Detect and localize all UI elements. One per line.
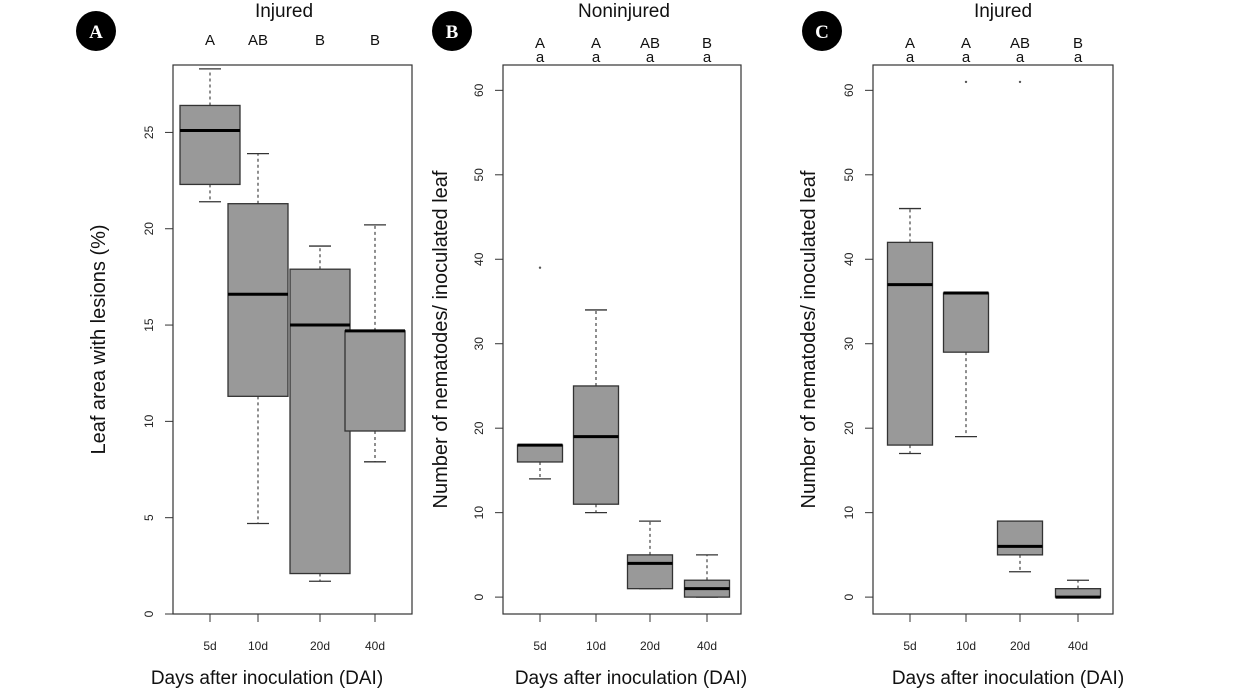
panel-A-xtick-label: 10d [248,639,268,653]
panel-B-frame [502,64,742,615]
panel-C-title: Injured [974,1,1032,22]
panel-A-xlabel: Days after inoculation (DAI) [151,668,383,689]
panel-A-frame [172,64,413,615]
panel-A-significance-letter: B [315,32,325,49]
panel-A-ytick-label: 15 [142,318,156,332]
panel-B-significance-letter: B [702,35,712,52]
panel-C-ytick-label: 0 [842,593,856,600]
panel-C-badge-label: C [815,22,829,43]
panel-C-xlabel: Days after inoculation (DAI) [892,668,1124,689]
panel-A-xtick-label: 40d [365,639,385,653]
panel-B-significance-letter: a [703,49,712,66]
panel-C-ylabel: Number of nematodes/ inoculated leaf [798,170,820,508]
panel-A-xtick-label: 20d [310,639,330,653]
panel-C-box-5d [886,241,934,446]
panel-C-badge [802,11,842,51]
panel-B-significance-letter: AB [640,35,660,52]
panel-C-significance-letter: a [1074,49,1083,66]
panel-A-significance-letter: A [205,32,215,49]
panel-C-xtick-label: 5d [903,639,916,653]
panel-C-outlier [1018,80,1022,84]
panel-C-xtick-label: 20d [1010,639,1030,653]
panel-B-title: Noninjured [578,1,670,22]
panel-B-xtick-label: 20d [640,639,660,653]
panel-B-significance-letter: a [592,49,601,66]
panel-B-xtick-label: 40d [697,639,717,653]
panel-A-title: Injured [255,1,313,22]
panel-C-ytick-label: 60 [842,83,856,97]
panel-C-xtick-label: 10d [956,639,976,653]
panel-A-ytick-label: 25 [142,125,156,139]
panel-A-ytick-label: 0 [142,610,156,617]
panel-C-outlier [964,80,968,84]
panel-B-ytick-label: 40 [472,252,486,266]
panel-C-significance-letter: a [906,49,915,66]
panel-B-badge-label: B [446,22,459,43]
panel-C-frame [872,64,1114,615]
panel-C-box-20d [996,520,1044,556]
panel-C-significance-letter: A [905,35,915,52]
panel-C-significance-letter: B [1073,35,1083,52]
panel-A-significance-letter: B [370,32,380,49]
panel-B-ylabel: Number of nematodes/ inoculated leaf [430,170,452,508]
panel-A-box-40d [344,330,406,432]
panel-B-xtick-label: 5d [533,639,546,653]
panel-C-significance-letter: A [961,35,971,52]
panel-C-box-10d [942,292,990,353]
panel-B-significance-letter: a [536,49,545,66]
panel-A-ylabel: Leaf area with lesions (%) [88,224,110,454]
panel-C-ytick-label: 30 [842,337,856,351]
panel-C-significance-letter: a [1016,49,1025,66]
panel-C-ytick-label: 50 [842,168,856,182]
panel-B-ytick-label: 20 [472,421,486,435]
panel-B-box-20d [626,554,674,590]
panel-A-significance-letter: AB [248,32,268,49]
panel-B-significance-letter: A [591,35,601,52]
panel-C-xtick-label: 40d [1068,639,1088,653]
panel-B-box-10d [572,385,620,505]
panel-B-ytick-label: 60 [472,83,486,97]
panel-A-ytick-label: 10 [142,414,156,428]
panel-B-badge [432,11,472,51]
panel-B-significance-letter: A [535,35,545,52]
panel-A-badge [76,11,116,51]
panel-B-ytick-label: 30 [472,337,486,351]
panel-B-significance-letter: a [646,49,655,66]
panel-B-ytick-label: 0 [472,593,486,600]
panel-B-xlabel: Days after inoculation (DAI) [515,668,747,689]
panel-A-ytick-label: 20 [142,222,156,236]
panel-C-ytick-label: 10 [842,506,856,520]
panel-A-box-5d [179,104,241,186]
panel-B-ytick-label: 50 [472,168,486,182]
panel-B-xtick-label: 10d [586,639,606,653]
panel-C-ytick-label: 40 [842,252,856,266]
panel-B-ytick-label: 10 [472,506,486,520]
panel-A-box-10d [227,203,289,397]
panel-A-badge-label: A [89,22,103,43]
panel-C-significance-letter: AB [1010,35,1030,52]
panel-A-ytick-label: 5 [142,514,156,521]
panel-B-box-5d [516,444,564,463]
panel-B-outlier [538,266,542,269]
panel-A-xtick-label: 5d [203,639,216,653]
panel-C-significance-letter: a [962,49,971,66]
panel-A-box-20d [289,268,351,575]
panel-C-ytick-label: 20 [842,421,856,435]
